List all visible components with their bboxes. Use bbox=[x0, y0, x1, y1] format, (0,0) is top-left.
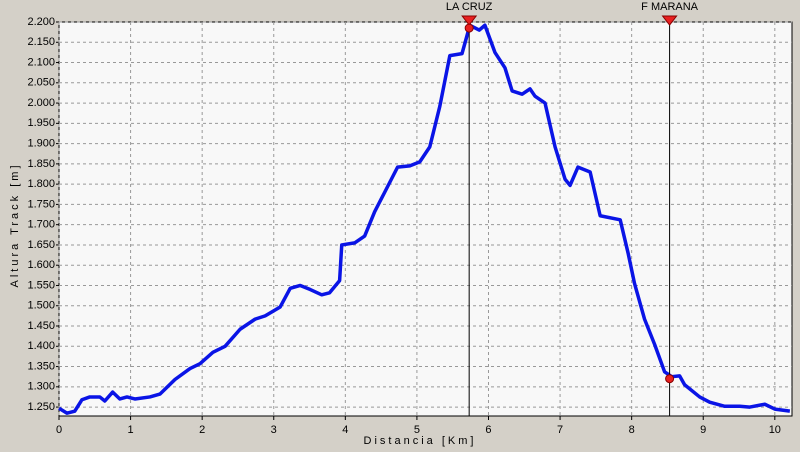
marker-label: LA CRUZ bbox=[446, 1, 493, 13]
x-tick-label: 2 bbox=[199, 424, 205, 436]
x-tick-label: 3 bbox=[271, 424, 277, 436]
x-tick-label: 10 bbox=[769, 424, 781, 436]
x-tick-label: 8 bbox=[629, 424, 635, 436]
x-axis-label: Distancia [Km] bbox=[364, 435, 477, 447]
y-tick-label: 1.250 bbox=[27, 401, 55, 413]
plot-area bbox=[58, 21, 793, 417]
x-tick-label: 4 bbox=[342, 424, 348, 436]
y-tick-label: 2.100 bbox=[27, 56, 55, 68]
y-tick-label: 1.650 bbox=[27, 239, 55, 251]
y-tick-label: 1.400 bbox=[27, 340, 55, 352]
y-tick-label: 1.550 bbox=[27, 279, 55, 291]
y-tick-label: 1.800 bbox=[27, 178, 55, 190]
y-tick-label: 2.150 bbox=[27, 36, 55, 48]
y-tick-label: 2.050 bbox=[27, 77, 55, 89]
y-tick-label: 1.600 bbox=[27, 259, 55, 271]
y-tick-label: 1.700 bbox=[27, 219, 55, 231]
y-tick-label: 2.200 bbox=[27, 16, 55, 28]
marker-triangle bbox=[661, 15, 678, 26]
y-tick-label: 1.450 bbox=[27, 320, 55, 332]
y-tick-label: 1.850 bbox=[27, 158, 55, 170]
marker-point bbox=[665, 374, 675, 384]
y-tick-label: 1.300 bbox=[27, 381, 55, 393]
y-tick-label: 1.500 bbox=[27, 300, 55, 312]
x-tick-label: 5 bbox=[414, 424, 420, 436]
y-tick-label: 1.350 bbox=[27, 360, 55, 372]
x-tick-label: 1 bbox=[128, 424, 134, 436]
y-tick-label: 1.950 bbox=[27, 117, 55, 129]
x-tick-label: 6 bbox=[485, 424, 491, 436]
y-axis-label: Altura Track [m] bbox=[9, 162, 21, 287]
x-tick-label: 0 bbox=[56, 424, 62, 436]
y-tick-label: 1.750 bbox=[27, 198, 55, 210]
elevation-line bbox=[58, 23, 791, 415]
x-tick-label: 9 bbox=[700, 424, 706, 436]
marker-label: F MARANA bbox=[641, 1, 699, 13]
marker-point bbox=[464, 23, 474, 33]
x-tick-label: 7 bbox=[557, 424, 563, 436]
y-tick-label: 2.000 bbox=[27, 97, 55, 109]
y-tick-label: 1.900 bbox=[27, 138, 55, 150]
marker-triangle bbox=[461, 15, 478, 26]
